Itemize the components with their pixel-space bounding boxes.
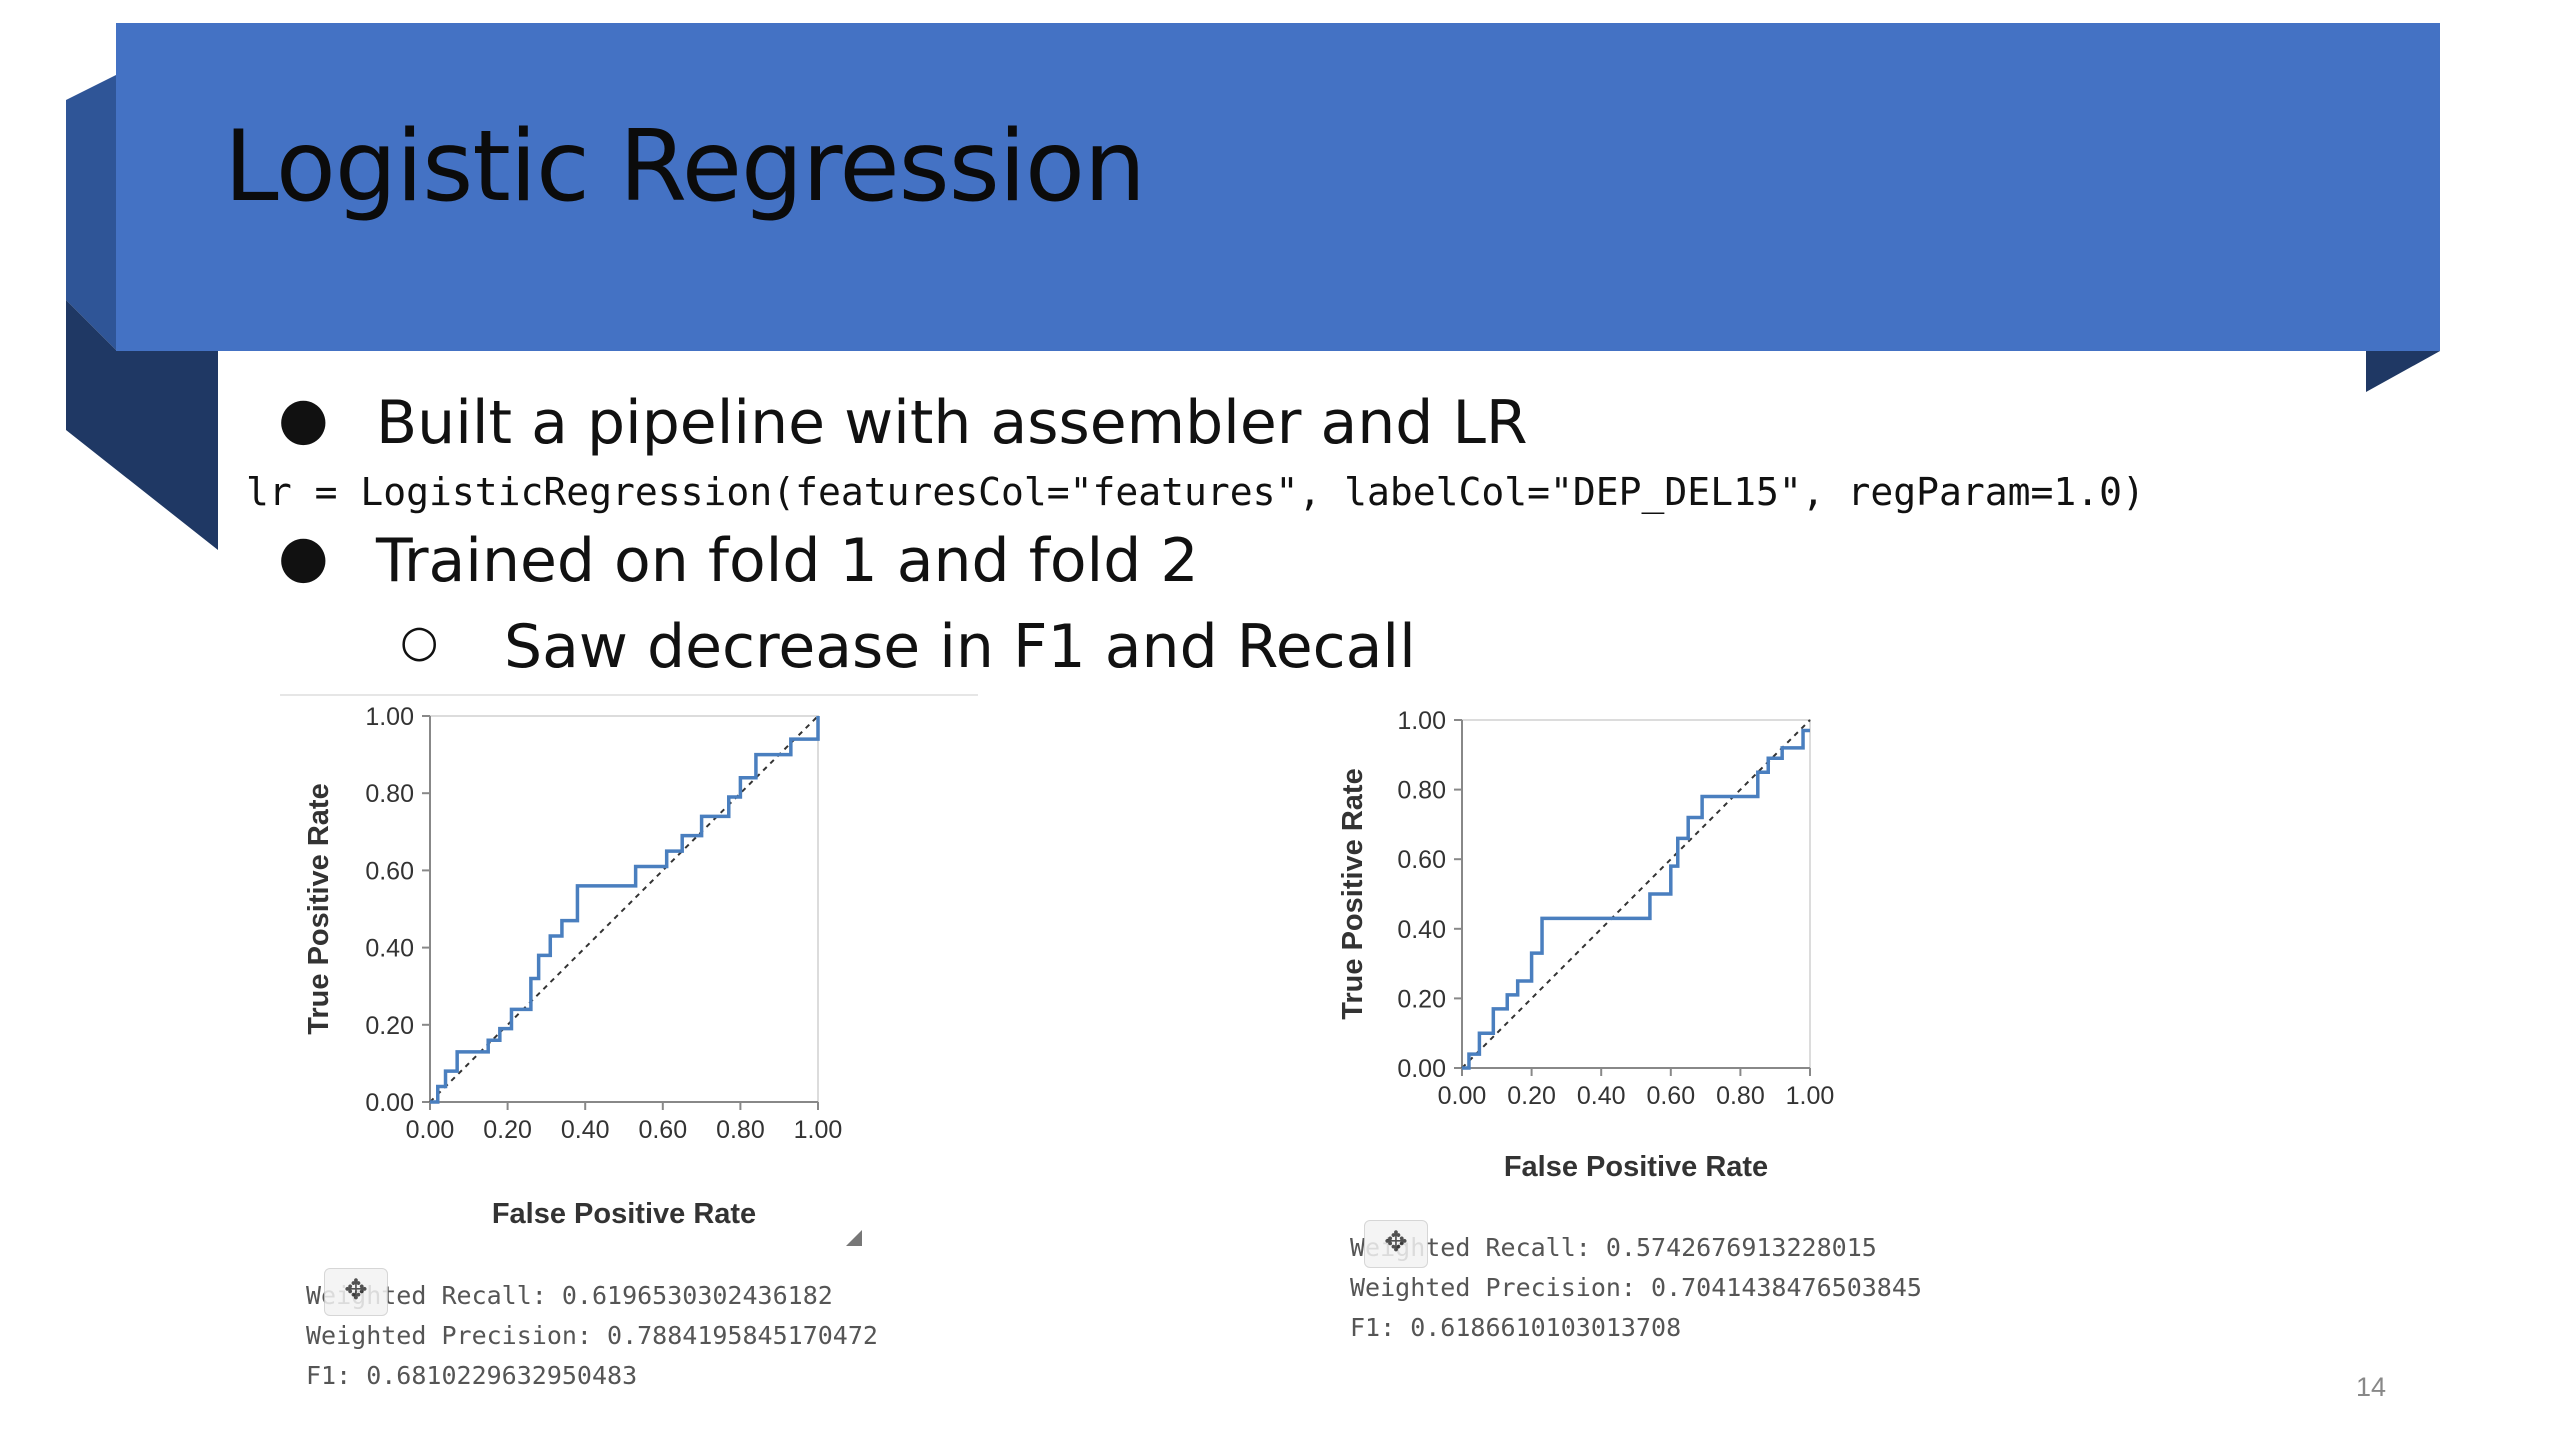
x-tick-label: 0.40 [1577,1082,1626,1110]
x-tick-label: 1.00 [1786,1082,1835,1110]
metrics-fold-2: Weighted Recall: 0.5742676913228015 Weig… [1350,1228,1922,1348]
y-tick-label: 0.20 [365,1012,414,1040]
metrics-fold-1: Weighted Recall: 0.6196530302436182 Weig… [306,1276,878,1396]
x-tick-label: 0.60 [1646,1082,1695,1110]
bullet-dot-icon: ● [278,522,329,590]
weighted-recall: Weighted Recall: 0.6196530302436182 [306,1281,833,1310]
x-tick-label: 1.00 [794,1116,843,1144]
roc-curve [430,716,820,1104]
weighted-precision: Weighted Precision: 0.7041438476503845 [1350,1273,1922,1302]
cell-toolbar-widget[interactable]: ✥ [324,1268,388,1316]
bullet-text: Built a pipeline with assembler and LR [376,388,1528,458]
y-tick-label: 0.00 [365,1089,414,1117]
title-banner [116,23,2440,351]
slide-title: Logistic Regression [224,110,1146,224]
roc-curve [1462,728,1810,1070]
roc-chart-fold-2: 0.00 0.20 0.40 0.60 0.80 1.00 0.00 0.20 0.40 0.60… [1326,700,1946,1200]
y-axis-label: True Positive Rate [303,783,335,1034]
x-tick-label: 0.80 [1716,1082,1765,1110]
page-number: 14 [2356,1372,2387,1402]
roc-chart-svg: 0.00 0.20 0.40 0.60 0.80 1.00 0.00 0.20 0.40 0.60… [303,703,843,1230]
x-tick-label: 0.20 [1507,1082,1556,1110]
roc-chart-svg: 0.00 0.20 0.40 0.60 0.80 1.00 0.00 0.20 0.40 0.60… [1337,707,1835,1183]
y-axis-label: True Positive Rate [1337,768,1369,1019]
bullet-circle-icon: ○ [400,616,439,667]
x-tick-label: 0.00 [406,1116,455,1144]
y-tick-label: 1.00 [1397,707,1446,735]
y-tick-label: 0.60 [1397,846,1446,874]
x-tick-label: 0.80 [716,1116,765,1144]
f1-score: F1: 0.6810229632950483 [306,1361,638,1390]
y-tick-label: 0.40 [365,935,414,963]
f1-score: F1: 0.6186610103013708 [1350,1313,1682,1342]
y-tick-label: 0.80 [1397,777,1446,805]
output-divider [280,694,978,696]
chance-diagonal [429,715,819,1103]
y-tick-label: 0.60 [365,857,414,885]
bullet-dot-icon: ● [278,384,329,452]
pointer-icon: ✥ [344,1273,368,1306]
x-tick-label: 0.60 [638,1116,687,1144]
code-snippet: lr = LogisticRegression(featuresCol="fea… [246,470,2145,514]
weighted-precision: Weighted Precision: 0.7884195845170472 [306,1321,878,1350]
y-tick-label: 0.40 [1397,916,1446,944]
y-tick-label: 1.00 [365,703,414,731]
x-tick-label: 0.00 [1438,1082,1487,1110]
resize-handle[interactable] [846,1230,862,1246]
x-axis-label: False Positive Rate [492,1198,756,1230]
bullet-text: Trained on fold 1 and fold 2 [376,526,1199,596]
x-tick-label: 0.20 [483,1116,532,1144]
bullet-text: Saw decrease in F1 and Recall [504,612,1416,682]
roc-chart-fold-1: 0.00 0.20 0.40 0.60 0.80 1.00 0.00 0.20 0.40 0.60… [290,700,910,1260]
pointer-icon: ✥ [1384,1225,1408,1258]
y-tick-label: 0.00 [1397,1055,1446,1083]
y-tick-label: 0.80 [365,780,414,808]
chance-diagonal [1461,719,1811,1069]
x-tick-label: 0.40 [561,1116,610,1144]
x-axis-label: False Positive Rate [1504,1151,1768,1183]
y-tick-label: 0.20 [1397,985,1446,1013]
weighted-recall: Weighted Recall: 0.5742676913228015 [1350,1233,1877,1262]
cell-toolbar-widget[interactable]: ✥ [1364,1220,1428,1268]
